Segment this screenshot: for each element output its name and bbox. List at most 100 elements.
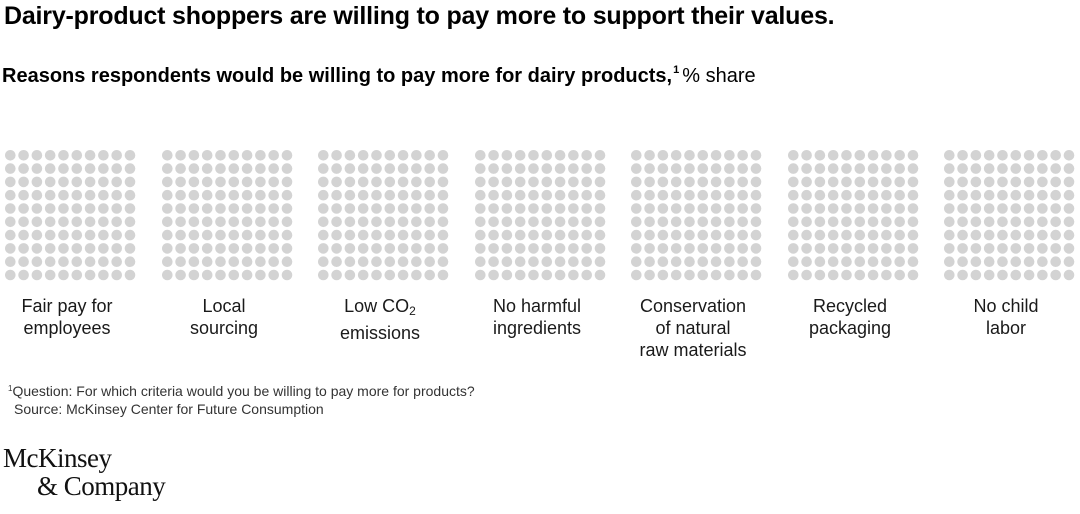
waffle-dot (124, 150, 136, 161)
waffle-dot (580, 216, 592, 228)
waffle-dot (527, 176, 539, 188)
waffle-dot (357, 216, 369, 228)
waffle-dot (174, 269, 186, 281)
waffle-dot (318, 243, 329, 254)
waffle-dot (44, 189, 56, 201)
waffle-dot (1023, 216, 1035, 228)
waffle-dot (397, 189, 409, 201)
waffle-dot (997, 216, 1008, 228)
waffle-dot (970, 256, 982, 267)
waffle-dot (474, 229, 486, 241)
waffle-dot (281, 203, 292, 214)
waffle-dot (840, 269, 852, 281)
waffle-dot (371, 189, 382, 201)
waffle-dot (541, 150, 552, 161)
waffle-dot (124, 163, 136, 174)
footnote-question: Question: For which criteria would you b… (12, 383, 475, 399)
waffle-dot (867, 176, 878, 188)
waffle-dot (254, 229, 266, 241)
waffle-dot (267, 163, 279, 174)
waffle-dot (1063, 229, 1075, 241)
waffle-dot (397, 243, 409, 254)
waffle-dot (384, 229, 396, 241)
waffle-dot (554, 229, 565, 241)
waffle-dot (944, 256, 955, 267)
waffle-dot (554, 163, 565, 174)
waffle-dot (527, 203, 539, 214)
waffle-dot (344, 150, 356, 161)
waffle-dot (71, 216, 83, 228)
waffle-dot (188, 256, 199, 267)
subtitle-unit: % share (682, 65, 756, 87)
waffle-dot (854, 243, 865, 254)
waffle-dot (567, 229, 579, 241)
waffle-dot (1063, 243, 1075, 254)
waffle-dot (281, 163, 292, 174)
waffle-dot (724, 203, 735, 214)
waffle-dot (18, 176, 29, 188)
waffle-dot (580, 229, 592, 241)
waffle-dot (384, 163, 396, 174)
waffle-dot (840, 189, 852, 201)
waffle-dot (541, 176, 552, 188)
waffle-dot (44, 176, 56, 188)
waffle-dot (997, 189, 1008, 201)
waffle-dot (1010, 216, 1022, 228)
waffle-dot (854, 176, 865, 188)
waffle-dot (567, 269, 579, 281)
waffle-dot (44, 243, 56, 254)
waffle-dot (514, 243, 525, 254)
waffle-dot (281, 229, 292, 241)
waffle-dot (84, 216, 96, 228)
waffle-dot (357, 189, 369, 201)
waffle-dot (18, 216, 29, 228)
waffle-dot (84, 229, 96, 241)
waffle-dot (71, 256, 83, 267)
waffle-dot (541, 269, 552, 281)
waffle-dot (161, 269, 173, 281)
chart-subtitle: Reasons respondents would be willing to … (2, 64, 756, 88)
waffle-dot (161, 163, 173, 174)
waffle-dot (31, 163, 43, 174)
waffle-dot (437, 216, 449, 228)
subtitle-text: Reasons respondents would be willing to … (2, 65, 673, 87)
waffle-dot (644, 216, 655, 228)
waffle-dot (554, 269, 565, 281)
waffle-dot (1023, 189, 1035, 201)
waffle-dot (1010, 176, 1022, 188)
waffle-dot (111, 203, 122, 214)
waffle-dot (670, 150, 682, 161)
waffle-dot (331, 216, 342, 228)
waffle-dot (854, 216, 865, 228)
waffle-dot (684, 176, 695, 188)
waffle-dot (983, 216, 995, 228)
waffle-dot (501, 256, 512, 267)
waffle-dot (594, 243, 605, 254)
waffle-dot (567, 256, 579, 267)
waffle-dot (344, 216, 356, 228)
waffle-grid (631, 150, 762, 281)
waffle-dot (254, 269, 266, 281)
waffle-dot (241, 203, 252, 214)
waffle-dot (98, 256, 109, 267)
waffle-dot (893, 229, 905, 241)
waffle-dot (957, 163, 968, 174)
waffle-dot (174, 176, 186, 188)
waffle-dot (944, 243, 955, 254)
waffle-dot (254, 176, 266, 188)
waffle-dot (907, 203, 918, 214)
waffle-dot (1063, 269, 1075, 281)
waffle-dot (787, 176, 799, 188)
waffle-dot (670, 163, 682, 174)
waffle-dot (188, 189, 199, 201)
waffle-dot (281, 269, 292, 281)
waffle-dot (907, 176, 918, 188)
waffle-dot (957, 216, 968, 228)
waffle-dot (1050, 269, 1061, 281)
waffle-dot (840, 150, 852, 161)
waffle-dot (840, 229, 852, 241)
waffle-dot (188, 163, 199, 174)
waffle-dot (474, 216, 486, 228)
waffle-dot (411, 229, 422, 241)
waffle-dot (594, 216, 605, 228)
